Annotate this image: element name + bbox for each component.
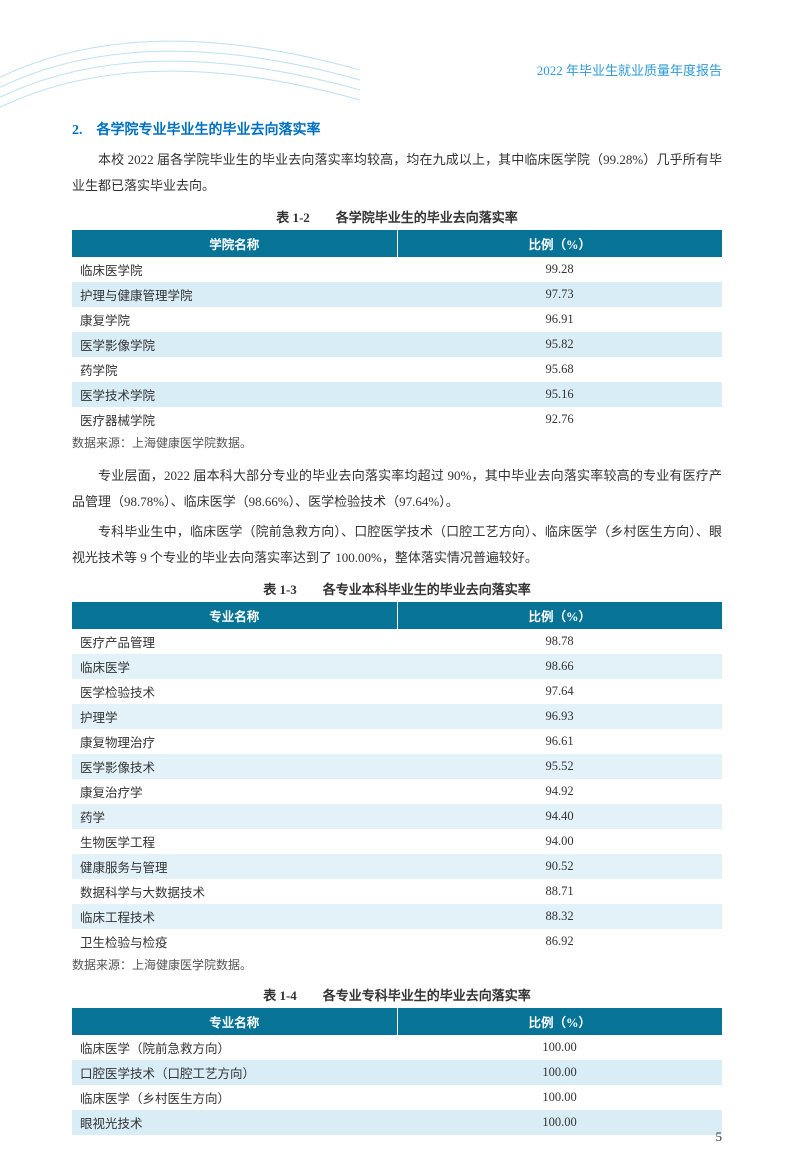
table-row: 护理与健康管理学院97.73 [72, 282, 722, 307]
cell-value: 96.93 [397, 704, 722, 729]
table-row: 康复物理治疗96.61 [72, 729, 722, 754]
cell-value: 94.00 [397, 829, 722, 854]
cell-name: 康复物理治疗 [72, 729, 397, 754]
table-row: 护理学96.93 [72, 704, 722, 729]
table-row: 生物医学工程94.00 [72, 829, 722, 854]
cell-name: 康复治疗学 [72, 779, 397, 804]
cell-value: 86.92 [397, 929, 722, 954]
table-1-4-caption: 表 1-4 各专业专科毕业生的毕业去向落实率 [72, 985, 722, 1004]
table-row: 数据科学与大数据技术88.71 [72, 879, 722, 904]
cell-name: 康复学院 [72, 307, 397, 332]
cell-value: 98.78 [397, 629, 722, 654]
table-1-3: 专业名称 比例（%） 医疗产品管理98.78临床医学98.66医学检验技术97.… [72, 602, 722, 954]
table-1-2: 学院名称 比例（%） 临床医学院99.28护理与健康管理学院97.73康复学院9… [72, 230, 722, 432]
cell-name: 卫生检验与检疫 [72, 929, 397, 954]
cell-name: 医学影像技术 [72, 754, 397, 779]
cell-name: 健康服务与管理 [72, 854, 397, 879]
cell-value: 95.68 [397, 357, 722, 382]
table-row: 临床医学院99.28 [72, 257, 722, 282]
cell-name: 药学 [72, 804, 397, 829]
cell-name: 护理学 [72, 704, 397, 729]
cell-name: 医学影像学院 [72, 332, 397, 357]
table-row: 医学技术学院95.16 [72, 382, 722, 407]
table-1-4-col-val: 比例（%） [397, 1008, 722, 1035]
table-row: 药学院95.68 [72, 357, 722, 382]
cell-name: 临床工程技术 [72, 904, 397, 929]
table-row: 医疗产品管理98.78 [72, 629, 722, 654]
cell-value: 100.00 [397, 1085, 722, 1110]
cell-name: 临床医学（院前急救方向） [72, 1035, 397, 1060]
table-1-2-col-val: 比例（%） [397, 230, 722, 257]
table-row: 药学94.40 [72, 804, 722, 829]
cell-name: 医学检验技术 [72, 679, 397, 704]
table-1-3-source: 数据来源：上海健康医学院数据。 [72, 956, 722, 973]
table-1-2-source: 数据来源：上海健康医学院数据。 [72, 434, 722, 451]
table-row: 医学影像学院95.82 [72, 332, 722, 357]
table-row: 康复学院96.91 [72, 307, 722, 332]
section-heading: 2. 各学院专业毕业生的毕业去向落实率 [72, 119, 722, 139]
table-1-4: 专业名称 比例（%） 临床医学（院前急救方向）100.00口腔医学技术（口腔工艺… [72, 1008, 722, 1135]
cell-value: 94.40 [397, 804, 722, 829]
table-row: 医学影像技术95.52 [72, 754, 722, 779]
table-row: 卫生检验与检疫86.92 [72, 929, 722, 954]
table-1-2-caption: 表 1-2 各学院毕业生的毕业去向落实率 [72, 207, 722, 226]
cell-value: 96.61 [397, 729, 722, 754]
table-row: 康复治疗学94.92 [72, 779, 722, 804]
cell-name: 临床医学（乡村医生方向） [72, 1085, 397, 1110]
intro-paragraph-2: 专业层面，2022 届本科大部分专业的毕业去向落实率均超过 90%，其中毕业去向… [72, 463, 722, 515]
table-1-4-col-name: 专业名称 [72, 1008, 397, 1035]
cell-value: 95.52 [397, 754, 722, 779]
cell-name: 药学院 [72, 357, 397, 382]
cell-name: 数据科学与大数据技术 [72, 879, 397, 904]
cell-value: 100.00 [397, 1060, 722, 1085]
cell-value: 88.71 [397, 879, 722, 904]
page-number: 5 [716, 1129, 723, 1145]
table-1-3-caption: 表 1-3 各专业本科毕业生的毕业去向落实率 [72, 579, 722, 598]
table-1-3-col-val: 比例（%） [397, 602, 722, 629]
table-1-3-col-name: 专业名称 [72, 602, 397, 629]
cell-value: 90.52 [397, 854, 722, 879]
cell-value: 100.00 [397, 1035, 722, 1060]
table-row: 口腔医学技术（口腔工艺方向）100.00 [72, 1060, 722, 1085]
table-row: 临床医学（乡村医生方向）100.00 [72, 1085, 722, 1110]
cell-name: 口腔医学技术（口腔工艺方向） [72, 1060, 397, 1085]
table-row: 医学检验技术97.64 [72, 679, 722, 704]
page-header-title: 2022 年毕业生就业质量年度报告 [72, 60, 722, 79]
table-1-2-col-name: 学院名称 [72, 230, 397, 257]
table-row: 医疗器械学院92.76 [72, 407, 722, 432]
cell-value: 92.76 [397, 407, 722, 432]
intro-paragraph-1: 本校 2022 届各学院毕业生的毕业去向落实率均较高，均在九成以上，其中临床医学… [72, 147, 722, 199]
cell-value: 98.66 [397, 654, 722, 679]
cell-value: 94.92 [397, 779, 722, 804]
cell-name: 临床医学院 [72, 257, 397, 282]
table-row: 临床医学（院前急救方向）100.00 [72, 1035, 722, 1060]
cell-name: 医学技术学院 [72, 382, 397, 407]
intro-paragraph-3: 专科毕业生中，临床医学（院前急救方向）、口腔医学技术（口腔工艺方向）、临床医学（… [72, 519, 722, 571]
cell-name: 护理与健康管理学院 [72, 282, 397, 307]
cell-value: 99.28 [397, 257, 722, 282]
table-row: 临床工程技术88.32 [72, 904, 722, 929]
cell-name: 临床医学 [72, 654, 397, 679]
cell-value: 95.82 [397, 332, 722, 357]
cell-value: 97.64 [397, 679, 722, 704]
cell-value: 95.16 [397, 382, 722, 407]
cell-value: 88.32 [397, 904, 722, 929]
cell-value: 96.91 [397, 307, 722, 332]
table-row: 健康服务与管理90.52 [72, 854, 722, 879]
cell-name: 医疗产品管理 [72, 629, 397, 654]
cell-name: 生物医学工程 [72, 829, 397, 854]
cell-name: 医疗器械学院 [72, 407, 397, 432]
cell-value: 97.73 [397, 282, 722, 307]
table-row: 临床医学98.66 [72, 654, 722, 679]
